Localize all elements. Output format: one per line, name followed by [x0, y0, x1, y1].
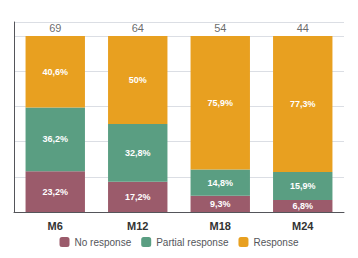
svg-text:9,3%: 9,3%: [210, 199, 231, 209]
svg-text:6,8%: 6,8%: [292, 201, 313, 211]
svg-text:32,8%: 32,8%: [125, 148, 151, 158]
svg-text:64: 64: [132, 22, 144, 34]
svg-text:M24: M24: [292, 220, 314, 232]
svg-text:M12: M12: [127, 220, 148, 232]
svg-text:44: 44: [297, 22, 309, 34]
svg-text:15,9%: 15,9%: [290, 181, 316, 191]
svg-text:23,2%: 23,2%: [42, 187, 68, 197]
svg-text:M18: M18: [210, 220, 231, 232]
svg-text:M6: M6: [48, 220, 63, 232]
svg-text:Partial response: Partial response: [156, 237, 229, 248]
svg-text:50%: 50%: [129, 75, 147, 85]
svg-text:77,3%: 77,3%: [290, 99, 316, 109]
svg-text:40,6%: 40,6%: [42, 67, 68, 77]
svg-text:No response: No response: [75, 237, 132, 248]
svg-text:36,2%: 36,2%: [42, 134, 68, 144]
svg-text:Response: Response: [253, 237, 298, 248]
svg-text:17,2%: 17,2%: [125, 192, 151, 202]
svg-text:75,9%: 75,9%: [207, 98, 233, 108]
svg-text:69: 69: [49, 22, 61, 34]
svg-text:14,8%: 14,8%: [207, 178, 233, 188]
svg-text:54: 54: [214, 22, 226, 34]
